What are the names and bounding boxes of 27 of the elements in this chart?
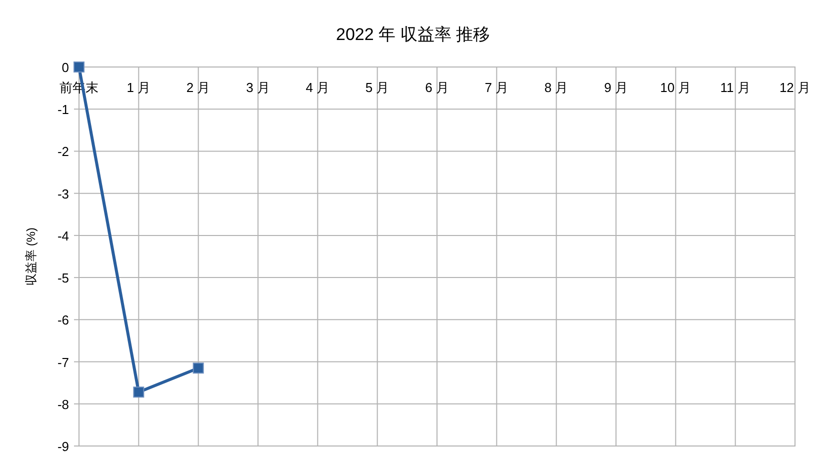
x-tick-label: 12 月 <box>779 80 811 95</box>
point <box>192 362 204 374</box>
y-tick-label: -8 <box>57 396 69 412</box>
y-axis-title: 収益率 (%) <box>24 228 38 286</box>
y-tick-label: -3 <box>57 186 69 202</box>
x-tick-label: 3 月 <box>246 80 270 95</box>
x-tick-label: 11 月 <box>720 80 750 95</box>
y-tick-label: -6 <box>57 312 69 328</box>
x-tick-label: 9 月 <box>604 80 628 95</box>
y-tick-label: -7 <box>57 354 69 370</box>
x-tick-label: 10 月 <box>660 80 692 95</box>
x-tick-label: 2 月 <box>186 80 210 95</box>
y-tick-label: -9 <box>57 439 69 454</box>
x-tick-label: 6 月 <box>425 80 449 95</box>
x-tick-label: 5 月 <box>365 80 390 95</box>
chart-title: 2022 年 収益率 推移 <box>336 25 490 44</box>
y-tick-label: -5 <box>57 270 69 286</box>
x-tick-label: 4 月 <box>306 80 330 95</box>
y-tick-label: 0 <box>62 60 69 75</box>
y-tick-label: -1 <box>57 102 69 118</box>
x-tick-label: 8 月 <box>544 80 568 95</box>
y-tick-label: -4 <box>57 228 69 244</box>
point <box>74 62 84 72</box>
x-tick-label: 1 月 <box>126 80 151 95</box>
x-tick-label: 7 月 <box>484 80 509 95</box>
y-tick-label: -2 <box>57 144 69 160</box>
point <box>133 386 144 398</box>
